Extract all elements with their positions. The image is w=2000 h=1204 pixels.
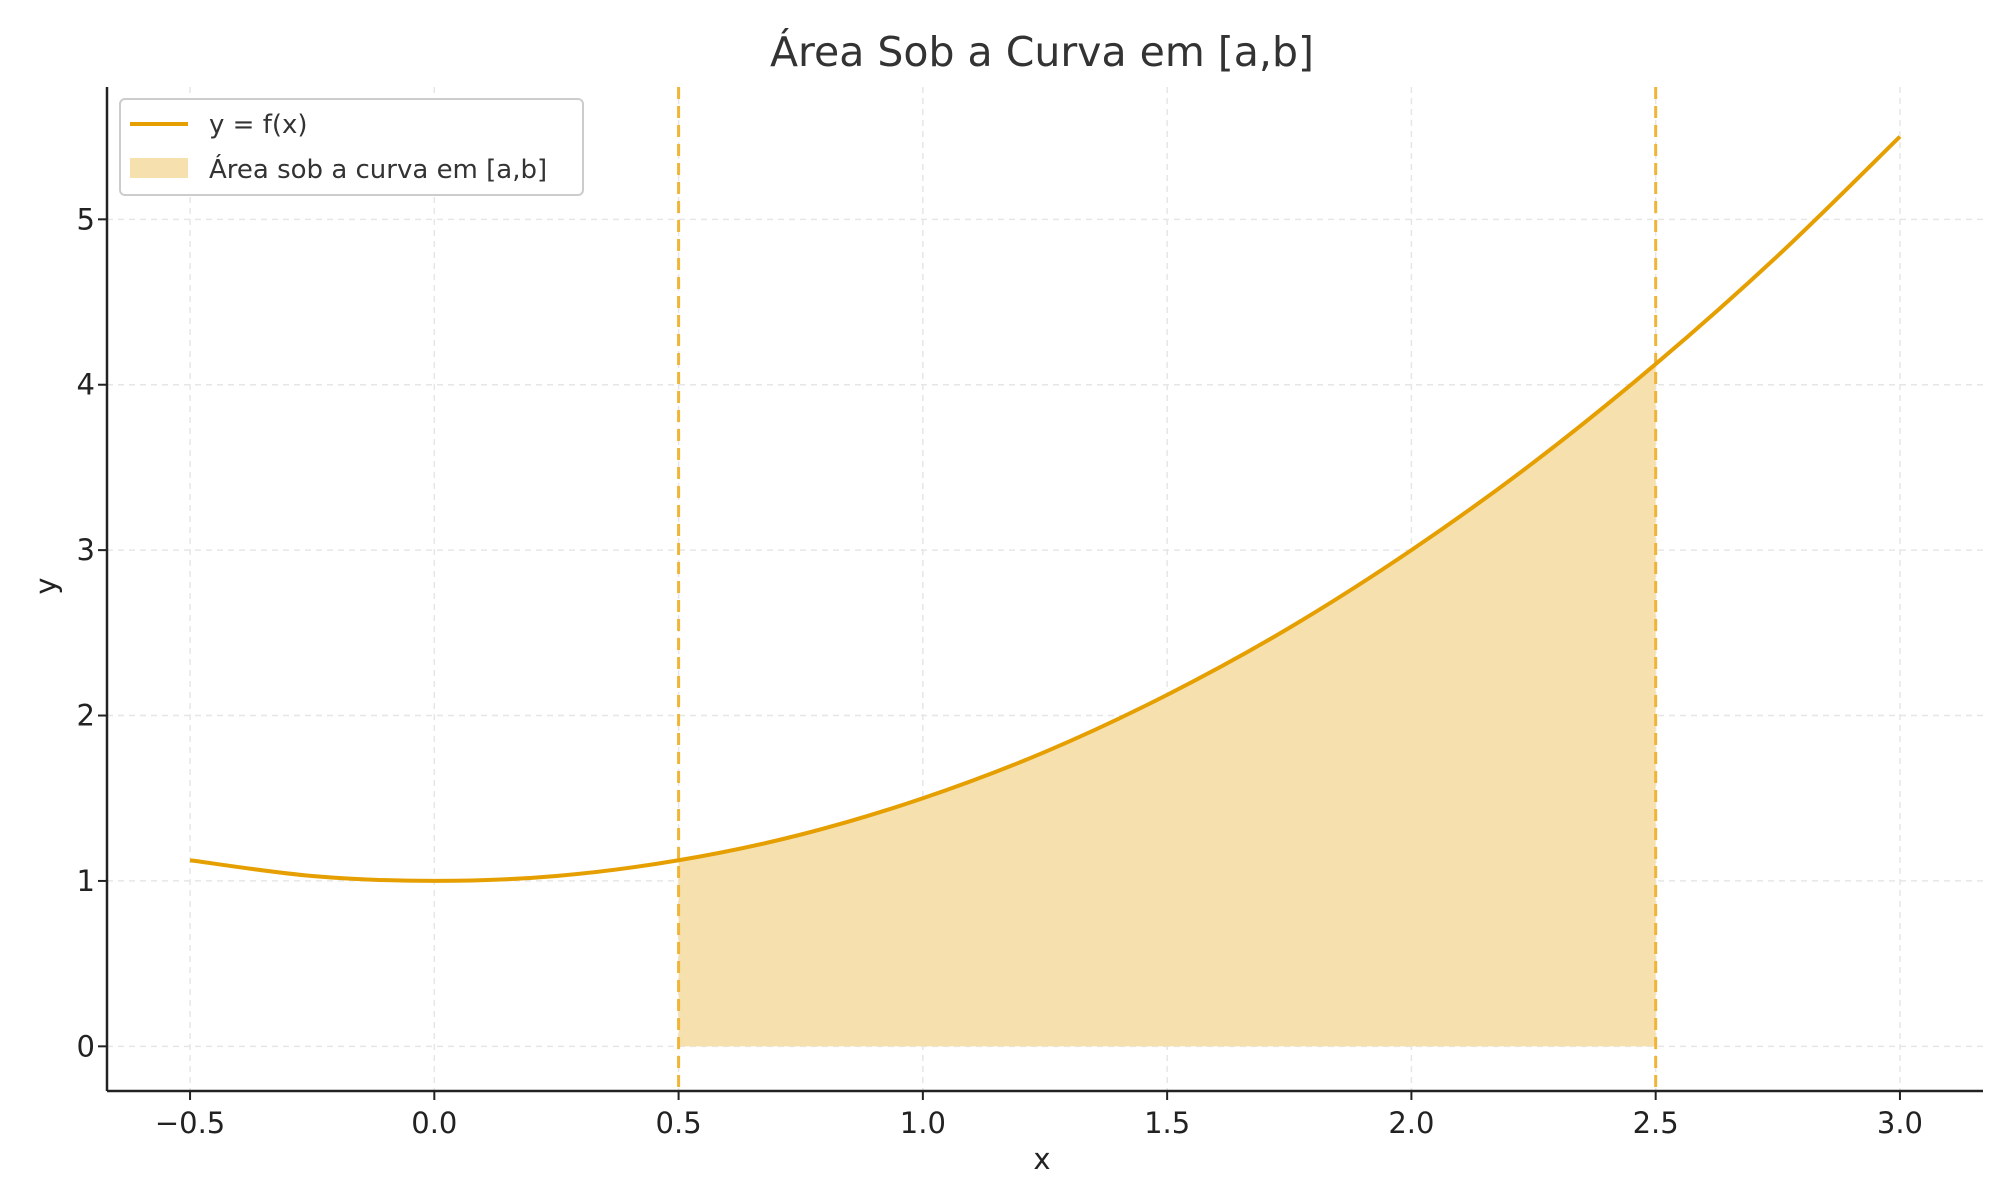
y-tick-label: 1 xyxy=(77,864,95,898)
y-tick-label: 2 xyxy=(77,699,95,733)
fill-layer xyxy=(678,364,1656,1047)
x-axis-label: x xyxy=(1033,1142,1050,1176)
vline-layer xyxy=(677,87,1658,1091)
legend-label-line: y = f(x) xyxy=(209,110,308,140)
y-axis-label: y xyxy=(29,577,63,594)
x-tick-label: 0.5 xyxy=(656,1106,702,1140)
legend-label-fill: Área sob a curva em [a,b] xyxy=(209,153,547,185)
y-tick-label: 3 xyxy=(77,533,95,567)
x-tick-label: −0.5 xyxy=(155,1106,225,1140)
legend-box xyxy=(119,98,584,196)
y-tick-label: 4 xyxy=(77,368,95,402)
legend: y = f(x) Área sob a curva em [a,b] xyxy=(119,98,584,196)
x-tick-label: 2.0 xyxy=(1388,1106,1434,1140)
y-tick-label: 0 xyxy=(77,1029,95,1063)
chart-title: Área Sob a Curva em [a,b] xyxy=(770,28,1314,76)
x-tick-label: 1.0 xyxy=(900,1106,946,1140)
x-ticks: −0.5 0.0 0.5 1.0 1.5 2.0 2.5 3.0 xyxy=(155,1091,1923,1140)
area-fill xyxy=(678,364,1656,1047)
legend-fill-swatch xyxy=(130,158,188,178)
axes-layer xyxy=(105,87,1983,1093)
x-tick-label: 0.0 xyxy=(411,1106,457,1140)
x-tick-label: 2.5 xyxy=(1633,1106,1679,1140)
y-tick-label: 5 xyxy=(77,202,95,236)
x-tick-label: 3.0 xyxy=(1877,1106,1923,1140)
series-line xyxy=(189,135,1902,883)
y-ticks: 0 1 2 3 4 5 xyxy=(77,202,107,1063)
line-layer xyxy=(189,135,1902,883)
x-tick-label: 1.5 xyxy=(1144,1106,1190,1140)
